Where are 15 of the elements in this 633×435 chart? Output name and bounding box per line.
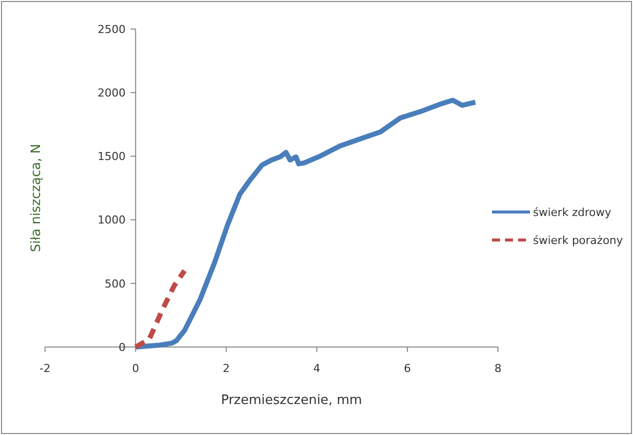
x-tick-label: 6 xyxy=(404,362,411,375)
y-tick-label: 2000 xyxy=(98,86,126,100)
x-tick-label: -2 xyxy=(40,362,50,375)
x-axis-title: Przemieszczenie, mm xyxy=(220,393,362,408)
x-tick-label: 0 xyxy=(132,362,140,375)
y-tick-label: 1500 xyxy=(98,150,126,164)
y-tick-label: 500 xyxy=(104,277,126,290)
legend-label: świerk porażony xyxy=(533,234,624,247)
x-tick-label: 4 xyxy=(313,362,320,375)
y-axis-title: Siła niszcząca, N xyxy=(29,144,44,252)
y-tick-label: 1000 xyxy=(98,214,126,227)
x-tick-label: 8 xyxy=(494,362,502,375)
x-tick-label: 2 xyxy=(222,362,230,375)
legend-label: świerk zdrowy xyxy=(533,206,612,219)
y-tick-label: 2500 xyxy=(98,22,126,36)
